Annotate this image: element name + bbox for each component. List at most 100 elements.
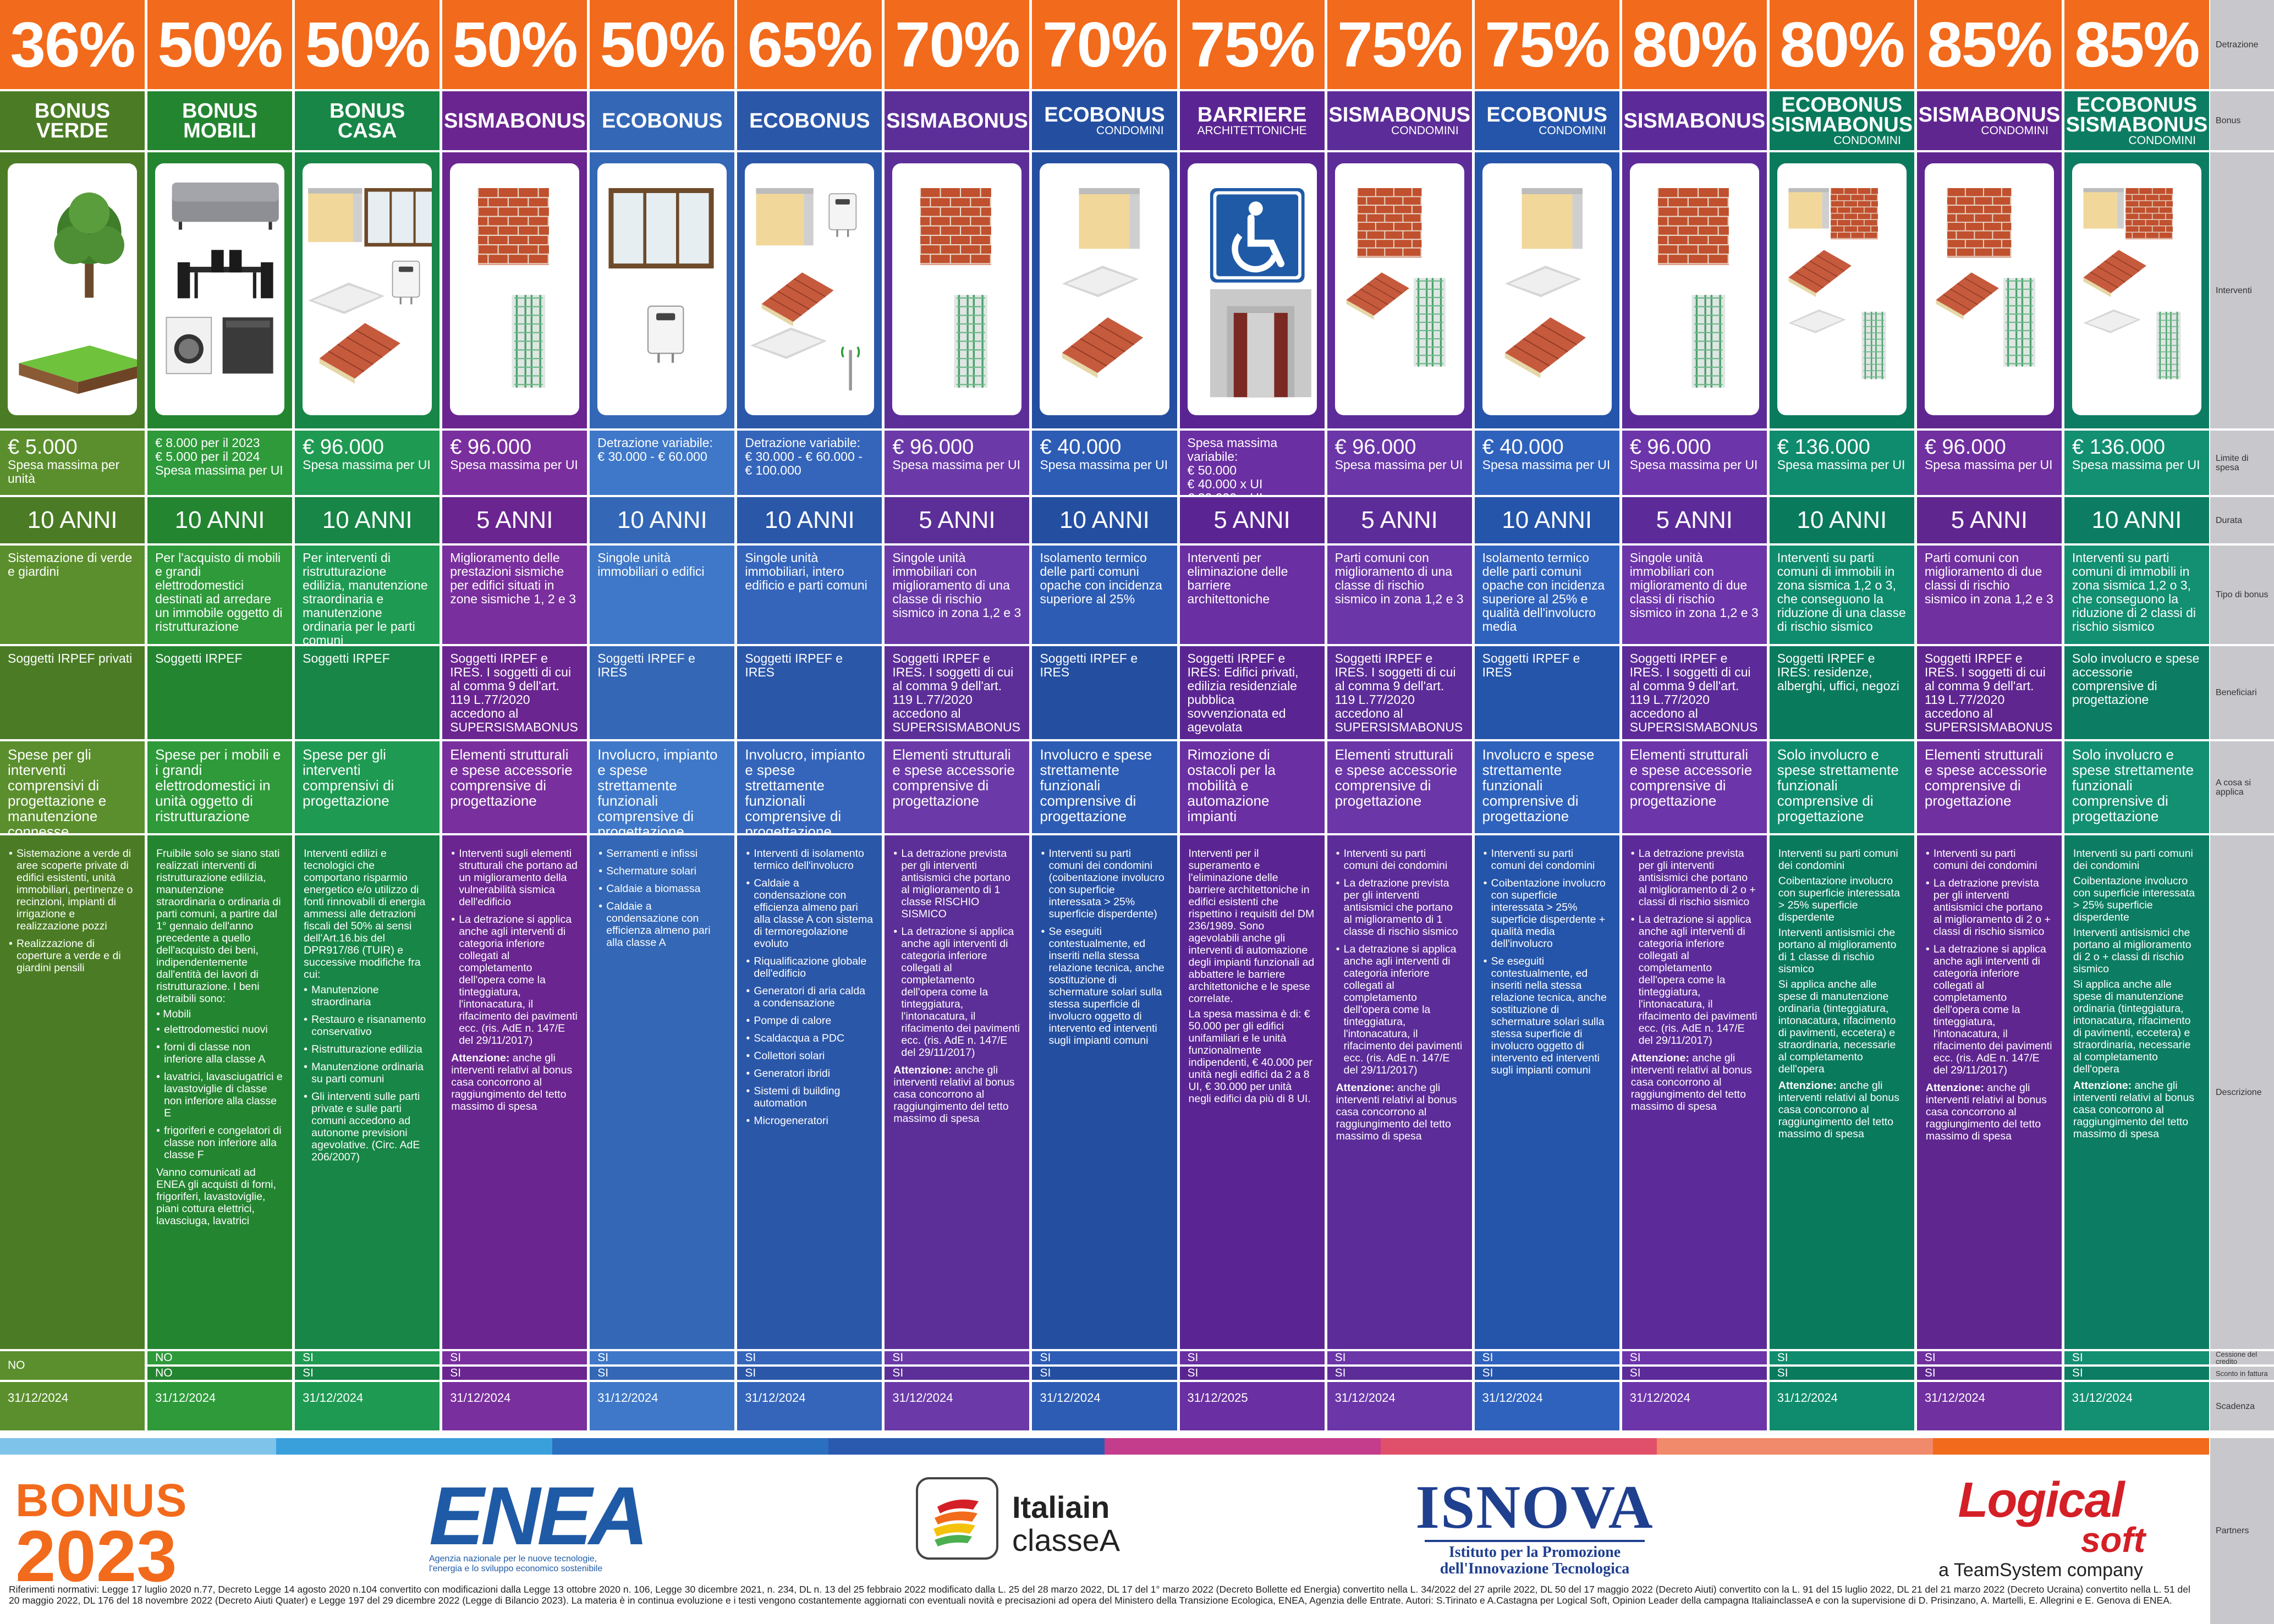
bonus-2023-year: 2023: [15, 1516, 177, 1597]
invoice-discount: NO: [147, 1367, 293, 1380]
beneficiaries: Soggetti IRPEF: [295, 646, 440, 739]
description: Serramenti e infissi Schermature solari Ca…: [590, 835, 735, 1349]
attention-label: Attenzione:: [1630, 1052, 1689, 1064]
logical-soft-word: soft: [2080, 1520, 2145, 1560]
description-item: Interventi su parti comuni dei condomini: [1484, 847, 1611, 872]
description-intro: Fruibile solo se siano stati realizzati …: [156, 847, 281, 1005]
spending-limit-line: Spesa massima per UI: [1334, 458, 1463, 472]
beneficiaries: Soggetti IRPEF e IRES. I soggetti di cui…: [885, 646, 1030, 739]
row-labels: Detrazione Bonus Interventi Limite di sp…: [2210, 0, 2274, 1435]
deadline: 31/12/2024: [1032, 1382, 1177, 1430]
duration: 10 ANNI: [2064, 497, 2209, 543]
description-item: Manutenzione straordinaria: [304, 984, 431, 1008]
invoice-discount: SI: [1474, 1367, 1619, 1380]
beneficiaries: Soggetti IRPEF e IRES. I soggetti di cui…: [1622, 646, 1767, 739]
logical-soft-logo[interactable]: Logical soft a TeamSystem company: [1914, 1476, 2167, 1581]
enea-sub-2: l'energia e lo sviluppo economico sosten…: [429, 1564, 603, 1573]
isnova-divider: [1425, 1540, 1645, 1542]
logical-tagline: a TeamSystem company: [1938, 1560, 2143, 1581]
description: Fruibile solo se siano stati realizzati …: [147, 835, 293, 1349]
invoice-discount: SI: [885, 1367, 1030, 1380]
deadline: 31/12/2024: [737, 1382, 882, 1430]
description-item: Pompe di calore: [746, 1015, 873, 1027]
interventi-cell: [1179, 152, 1325, 428]
deduction-percent: 50%: [590, 0, 735, 89]
credit-transfer: SI: [2064, 1351, 2209, 1364]
description-item: Restauro e risanamento conservativo: [304, 1014, 431, 1038]
spending-limit-line: € 50.000: [1187, 463, 1237, 477]
brick-insulation-roof-column-icon: [2072, 163, 2201, 415]
attention-label: Attenzione:: [1925, 1082, 1985, 1094]
description-list: Interventi sugli elementi strutturali ch…: [451, 847, 578, 1047]
wheelchair-elevator-icon: [1187, 163, 1317, 415]
duration: 5 ANNI: [1327, 497, 1472, 543]
bonus-type: Interventi su parti comuni di immobili i…: [1769, 546, 1914, 644]
spending-limit: € 40.000 Spesa massima per UI: [1032, 431, 1177, 495]
description: La detrazione prevista per gli intervent…: [885, 835, 1030, 1349]
deduction-percent: 80%: [1622, 0, 1767, 89]
italiainclassea-logo[interactable]: Italiain classeA: [916, 1477, 1136, 1565]
bonus-type: Singole unità immobiliari con migliorame…: [885, 546, 1030, 644]
spending-limit-line: Spesa massima per UI: [450, 458, 578, 472]
description: Interventi su parti comuni dei condomini…: [1916, 835, 2062, 1349]
description-list: Serramenti e infissi Schermature solari Ca…: [598, 847, 726, 949]
spending-limit: € 96.000 Spesa massima per UI: [1916, 431, 2062, 495]
label-sconto: Sconto in fattura: [2210, 1367, 2274, 1380]
bonus-type: Interventi per eliminazione delle barrie…: [1179, 546, 1325, 644]
description-list: Interventi su parti comuni dei condomini…: [1041, 847, 1168, 1047]
label-beneficiari: Beneficiari: [2210, 646, 2274, 739]
enea-logo[interactable]: ENEA Agenzia nazionale per le nuove tecn…: [429, 1474, 660, 1574]
bonus-type: Per l'acquisto di mobili e grandi elettr…: [147, 546, 293, 644]
deduction-percent: 50%: [147, 0, 293, 89]
deduction-percent: 70%: [1032, 0, 1177, 89]
credit-transfer: SI: [295, 1351, 440, 1364]
spending-limit: € 8.000 per il 2023 € 5.000 per il 2024 Sp…: [147, 431, 293, 495]
spending-limit-line: € 96.000: [1924, 436, 2006, 459]
bonus-name: ECOBONUS SISMABONUS CONDOMINI: [2064, 91, 2209, 150]
deduction-percent: 85%: [2064, 0, 2209, 89]
window-boiler-icon: [597, 163, 727, 415]
spending-limit-line: Spesa massima per UI: [1629, 458, 1758, 472]
brick-wall-column-icon: [892, 163, 1022, 415]
deadline: 31/12/2024: [1622, 1382, 1767, 1430]
description-item: Interventi su parti comuni dei condomini…: [1041, 847, 1168, 920]
deadline: 31/12/2024: [147, 1382, 293, 1430]
credit-transfer: SI: [1327, 1351, 1472, 1364]
description-item: Microgeneratori: [746, 1115, 873, 1127]
interventi-cell: [737, 152, 882, 428]
credit-transfer: SI: [1179, 1351, 1325, 1364]
spending-limit: € 96.000 Spesa massima per UI: [442, 431, 587, 495]
interventi-cell: [590, 152, 735, 428]
spending-limit: € 136.000 Spesa massima per UI: [1769, 431, 1914, 495]
bonus-2023-word: BONUS: [15, 1474, 188, 1526]
deadline: 31/12/2024: [590, 1382, 735, 1430]
beneficiaries: Soggetti IRPEF: [147, 646, 293, 739]
footer: BONUS 2023 ENEA Agenzia nazionale per le…: [0, 1455, 2209, 1593]
description-item: Interventi su parti comuni dei condomini: [1926, 847, 2053, 872]
description-list: La detrazione prevista per gli intervent…: [893, 847, 1020, 1059]
invoice-discount: SI: [1179, 1367, 1325, 1380]
spending-limit-line: € 8.000 per il 2023: [155, 436, 260, 450]
credit-transfer: SI: [1916, 1351, 2062, 1364]
invoice-discount: SI: [1916, 1367, 2062, 1380]
description-list: elettrodomestici nuovi forni di classe no…: [156, 1023, 283, 1161]
spending-limit-line: € 5.000: [8, 436, 78, 459]
spending-limit: € 40.000 Spesa massima per UI: [1474, 431, 1619, 495]
label-partners: Partners: [2210, 1438, 2274, 1624]
bonus-title: ECOBONUS SISMABONUS: [2066, 93, 2208, 136]
description-item: La detrazione si applica anche agli inte…: [451, 913, 578, 1047]
attention-text: anche gli interventi relativi al bonus c…: [1778, 1080, 1899, 1140]
insulation-roof-icon: [1040, 163, 1169, 415]
isnova-logo[interactable]: ISNOVA Istituto per la Promozione dell'I…: [1414, 1477, 1656, 1577]
attention-label: Attenzione:: [1336, 1082, 1394, 1094]
spending-limit-line: Spesa massima per UI: [1482, 458, 1611, 472]
beneficiaries: Soggetti IRPEF e IRES: residenze, alberg…: [1769, 646, 1914, 739]
insulation-roof-icon: [1482, 163, 1612, 415]
credit-transfer: SI: [1474, 1351, 1619, 1364]
description: Interventi su parti comuni dei condomini…: [1327, 835, 1472, 1349]
bonus-title: ECOBONUS: [1486, 103, 1607, 126]
description-item: Coibentazione involucro con superficie i…: [1484, 877, 1611, 950]
furniture-appliances-icon: [155, 163, 285, 415]
label-scadenza: Scadenza: [2210, 1382, 2274, 1430]
bonus-name: ECOBONUS CONDOMINI: [1474, 91, 1619, 150]
